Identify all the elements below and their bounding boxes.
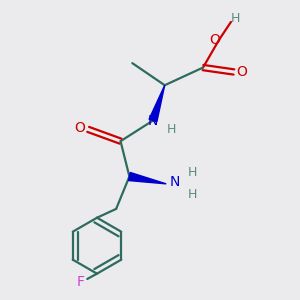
Text: O: O — [74, 121, 86, 135]
Text: H: H — [231, 13, 240, 26]
Polygon shape — [149, 85, 165, 122]
Text: O: O — [237, 65, 248, 79]
Text: H: H — [188, 188, 197, 201]
Text: N: N — [148, 114, 158, 128]
Text: O: O — [209, 33, 220, 46]
Text: N: N — [169, 176, 180, 189]
Polygon shape — [129, 172, 166, 184]
Text: H: H — [167, 123, 176, 136]
Text: H: H — [188, 166, 197, 178]
Text: F: F — [77, 275, 85, 289]
